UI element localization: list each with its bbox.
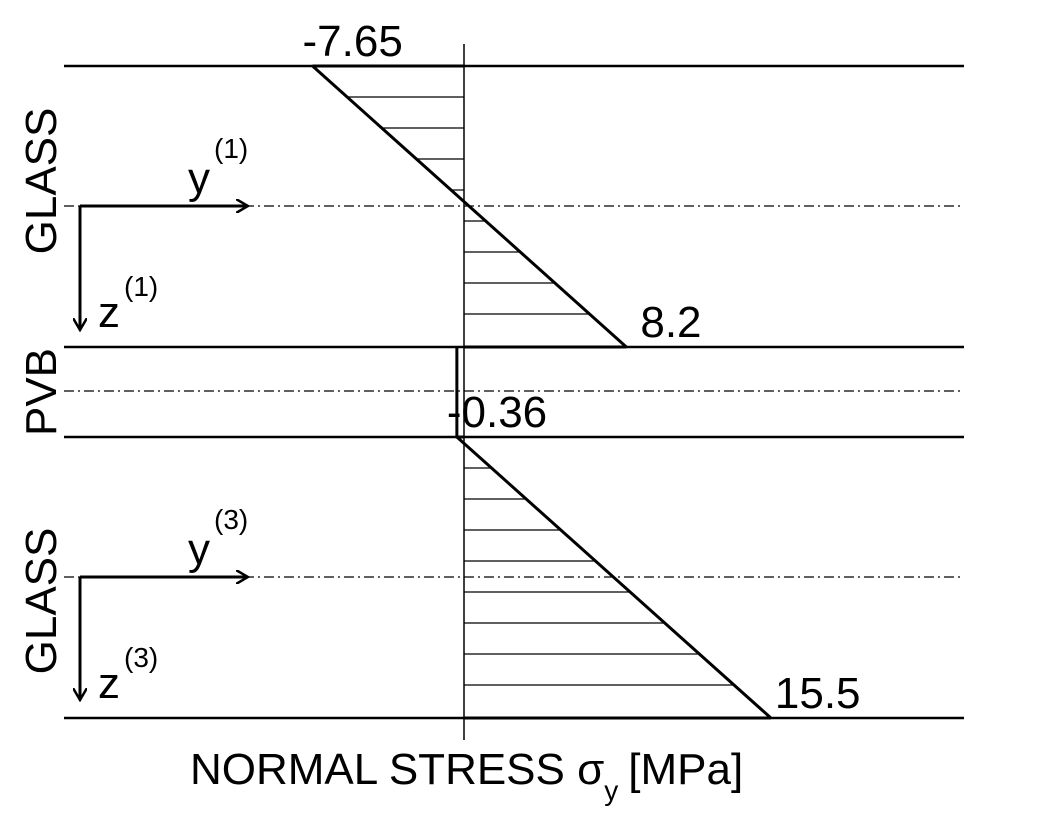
axis-z-sup: (1) bbox=[124, 271, 158, 302]
axis-y-sup: (3) bbox=[214, 504, 248, 535]
layer-label: GLASS bbox=[17, 528, 66, 675]
axis-y: y bbox=[188, 154, 210, 203]
value-label: -7.65 bbox=[303, 17, 403, 66]
value-label: -0.36 bbox=[447, 388, 547, 437]
axis-y-sup: (1) bbox=[214, 133, 248, 164]
axis-z: z bbox=[98, 288, 120, 337]
layer-label: GLASS bbox=[17, 108, 66, 255]
value-label: 15.5 bbox=[775, 669, 861, 718]
x-label-main: NORMAL STRESS σ bbox=[190, 745, 604, 794]
stress-line bbox=[311, 64, 628, 349]
x-label: NORMAL STRESS σy [MPa] bbox=[190, 745, 743, 806]
stress-line bbox=[455, 435, 772, 720]
axis-y: y bbox=[188, 525, 210, 574]
coord-axes bbox=[80, 206, 248, 700]
axis-z-sup: (3) bbox=[124, 642, 158, 673]
x-label-unit: [MPa] bbox=[628, 745, 743, 794]
axis-z: z bbox=[98, 659, 120, 708]
layer-label: PVB bbox=[17, 348, 66, 436]
value-label: 8.2 bbox=[640, 298, 701, 347]
x-label-sub: y bbox=[604, 775, 618, 806]
